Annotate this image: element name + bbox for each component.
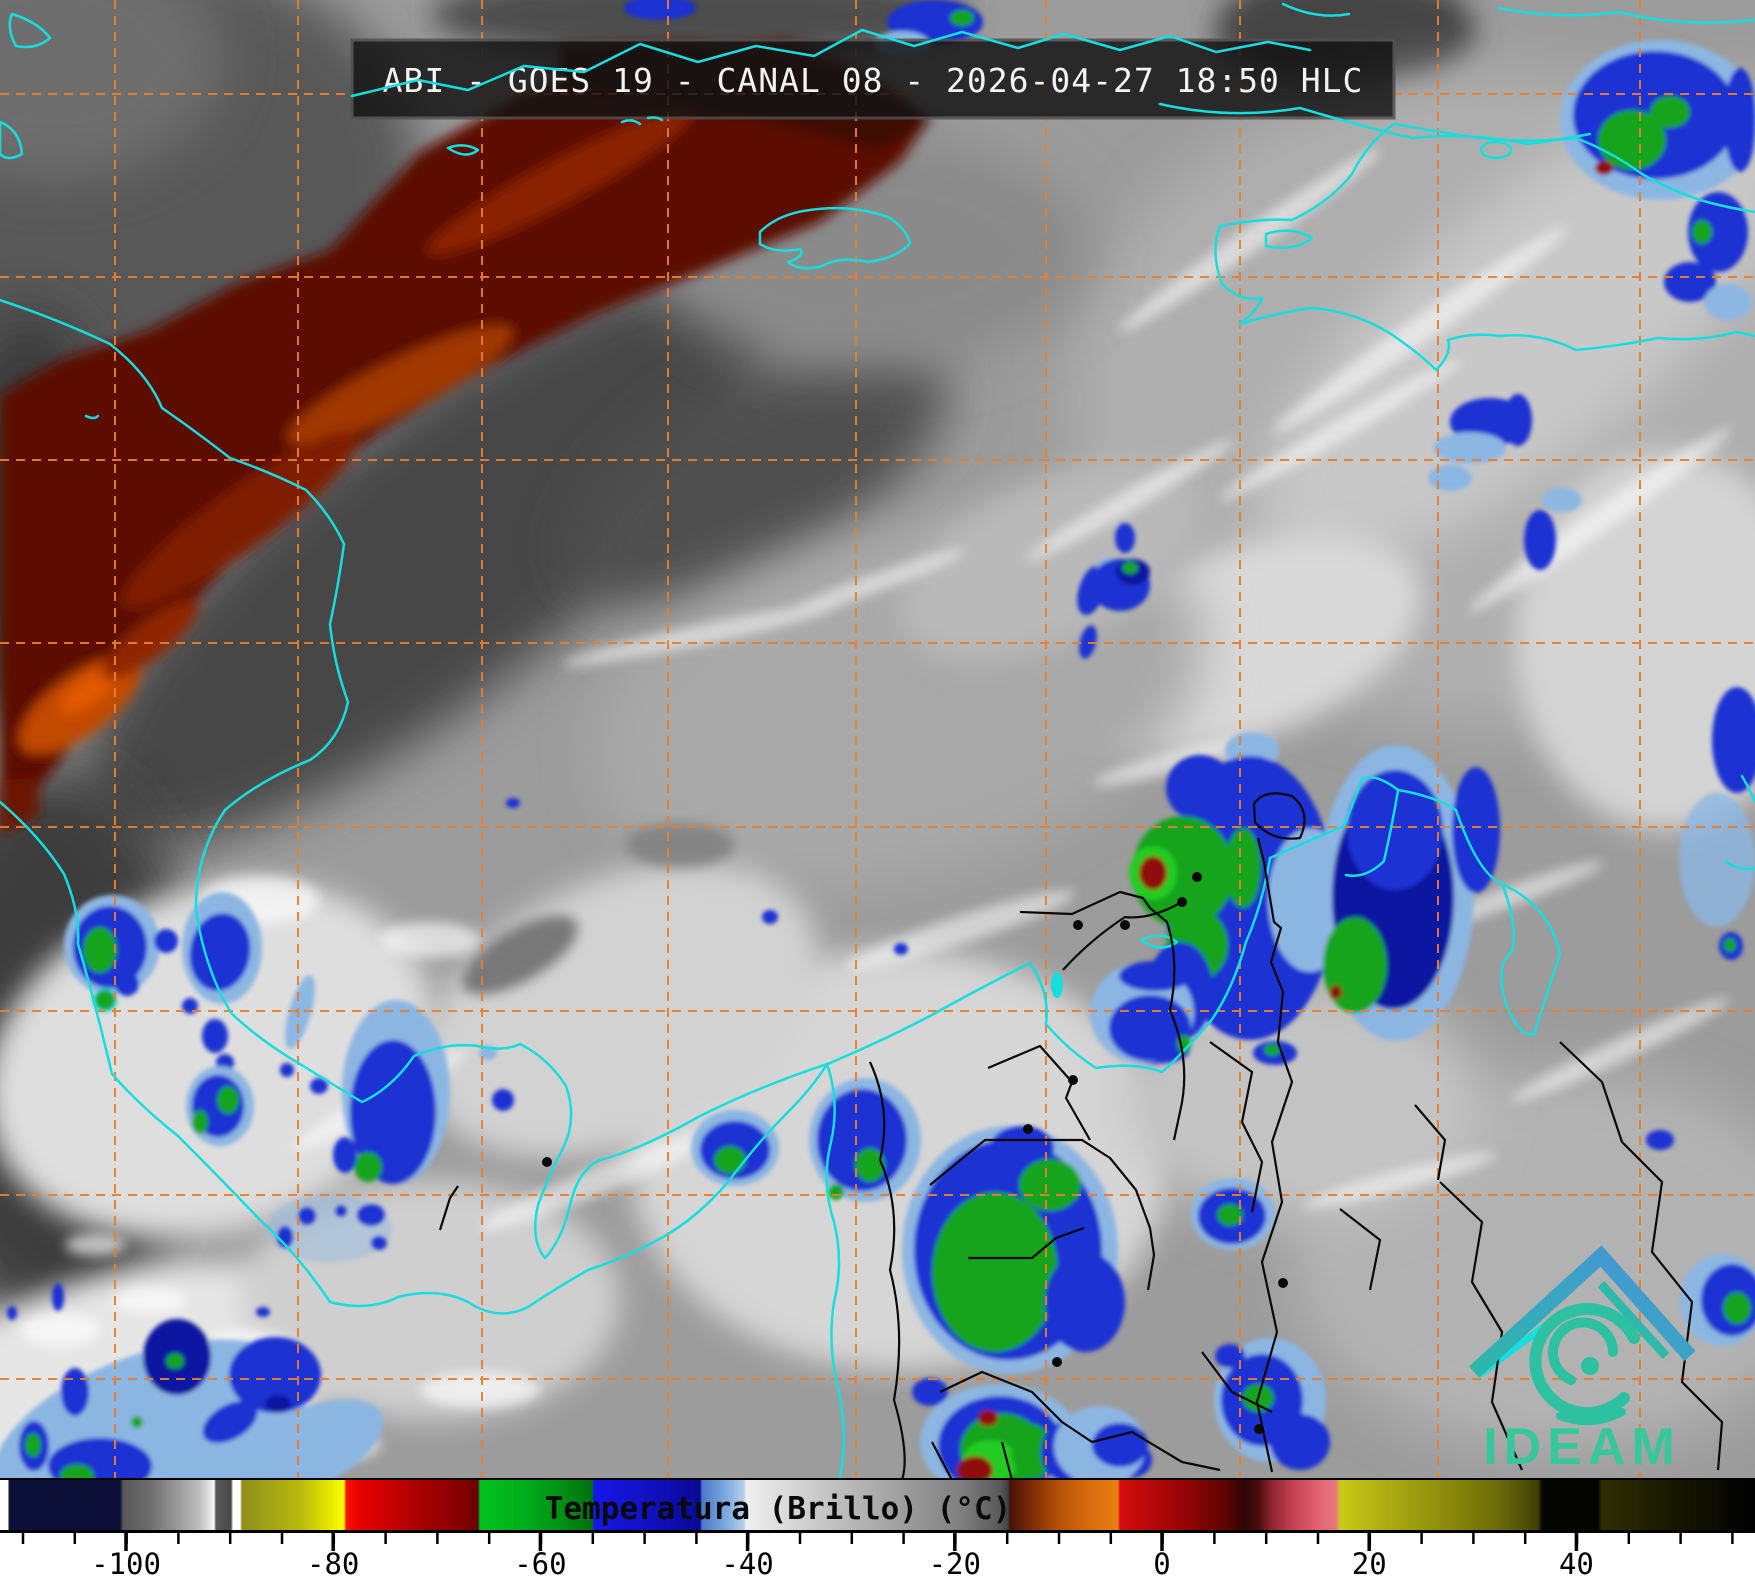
colorbar-tick-label: -20	[929, 1547, 981, 1577]
colorbar-tick-label: 20	[1352, 1547, 1387, 1577]
colorbar-tick-label: -40	[721, 1547, 773, 1577]
colorbar-tick-label: -80	[307, 1547, 359, 1577]
city-dots	[542, 872, 1288, 1434]
colorbar-gradient	[0, 1480, 1755, 1530]
colorbar-title: Temperatura (Brillo) (°C)	[545, 1491, 1012, 1527]
colorbar-axis	[0, 1533, 1755, 1577]
coastlines	[0, 2, 1755, 1480]
colorbar: Temperatura (Brillo) (°C) -100 -80 -60 -40-…	[0, 1478, 1755, 1577]
colorbar-tick-label: -60	[514, 1547, 566, 1577]
colorbar-tick-label: 40	[1559, 1547, 1594, 1577]
ideam-logo: IDEAM	[1468, 1245, 1696, 1476]
colorbar-tick-label: -100	[91, 1547, 161, 1577]
ideam-logo-text: IDEAM	[1483, 1418, 1681, 1476]
colorbar-tick-label: 0	[1153, 1547, 1170, 1577]
colorbar-ticks: -100 -80 -60 -40 -20 0 20 40	[21, 1533, 1734, 1577]
graticule	[0, 0, 1755, 1480]
admin-borders	[438, 792, 1724, 1480]
title-bar: ABI - GOES 19 - CANAL 08 - 2026-04-27 18…	[350, 38, 1396, 120]
logo-spiral-eye	[1581, 1357, 1599, 1375]
